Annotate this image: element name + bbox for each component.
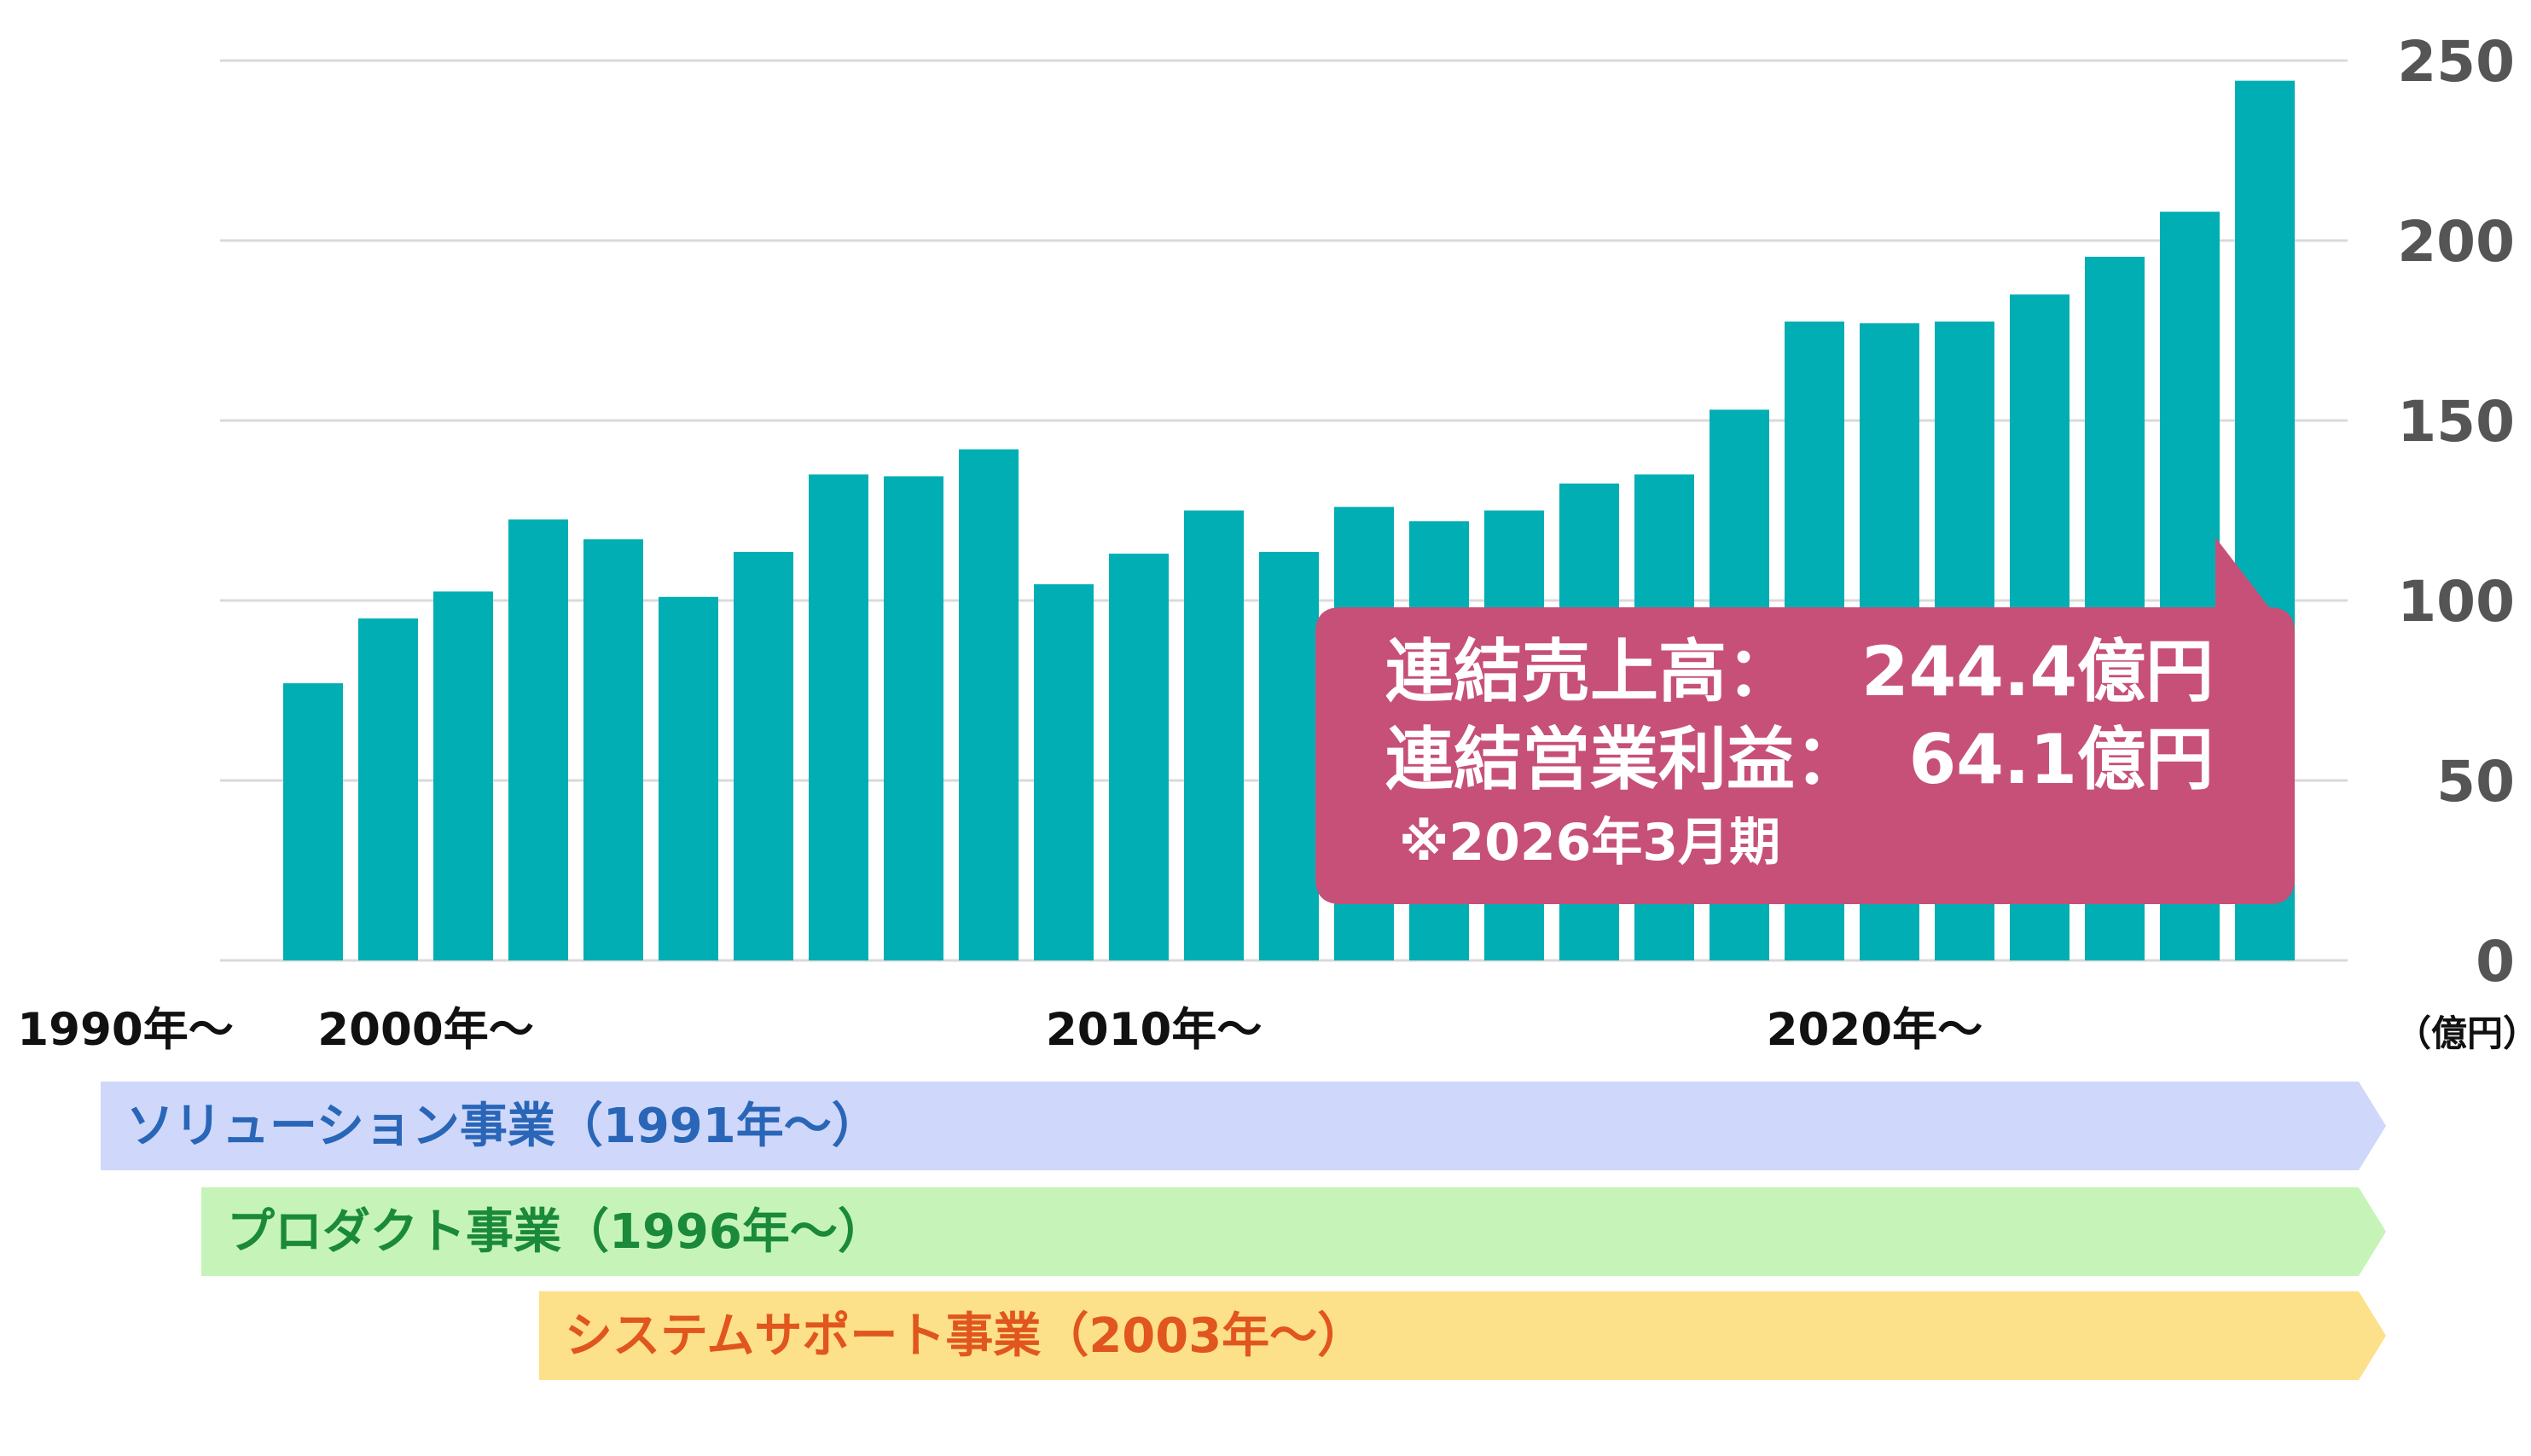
bar (1259, 552, 1319, 960)
x-tick-label: 2010年～ (1046, 1004, 1263, 1056)
bar (508, 519, 568, 960)
bar (659, 596, 718, 960)
bar (1109, 554, 1169, 960)
segment-product-label: プロダクト事業（1996年～） (227, 1204, 885, 1260)
segment-system-support-label: システムサポート事業（2003年～） (565, 1308, 1365, 1364)
y-tick-label: 100 (2397, 569, 2515, 635)
callout-profit-value: 64.1億円 (1909, 720, 2214, 799)
bar (1034, 584, 1094, 960)
segment-product-arrow (201, 1187, 2386, 1276)
x-tick-label: 1990年～ (17, 1004, 234, 1056)
bar (809, 474, 868, 960)
y-tick-label: 0 (2476, 929, 2515, 995)
y-tick-label: 250 (2397, 29, 2515, 95)
y-axis-ticks: 0 50 100 150 200 250 (2397, 29, 2515, 995)
callout-profit-label: 連結営業利益： (1385, 720, 1863, 799)
segment-solution-label: ソリューション事業（1991年～） (126, 1099, 879, 1154)
callout: 連結売上高： 244.4億円 連結営業利益： 64.1億円 ※2026年3月期 (1315, 537, 2295, 904)
unit-label: （億円） (2395, 1012, 2531, 1054)
callout-box (1315, 537, 2295, 904)
segment-system-support: システムサポート事業（2003年～） (539, 1291, 2386, 1380)
bar (583, 539, 643, 960)
callout-note: ※2026年3月期 (1399, 813, 1780, 873)
bar (358, 618, 418, 960)
y-tick-label: 50 (2436, 749, 2515, 815)
segment-solution: ソリューション事業（1991年～） (101, 1082, 2386, 1170)
x-tick-label: 2000年～ (317, 1004, 534, 1056)
segment-system-support-arrow (539, 1291, 2386, 1380)
segment-solution-arrow (101, 1082, 2386, 1170)
x-tick-label: 2020年～ (1767, 1004, 1983, 1056)
bar (959, 449, 1019, 960)
segment-product: プロダクト事業（1996年～） (201, 1187, 2386, 1276)
bar (1184, 510, 1244, 960)
x-axis-ticks: 1990年～ 2000年～ 2010年～ 2020年～ (17, 1004, 1982, 1056)
callout-sales-value: 244.4億円 (1861, 632, 2214, 711)
y-tick-label: 150 (2397, 389, 2515, 455)
bar (433, 591, 493, 960)
bar (734, 552, 793, 960)
bar (884, 476, 943, 960)
bar (283, 683, 343, 960)
y-tick-label: 200 (2397, 209, 2515, 275)
callout-sales-label: 連結売上高： (1385, 632, 1795, 711)
